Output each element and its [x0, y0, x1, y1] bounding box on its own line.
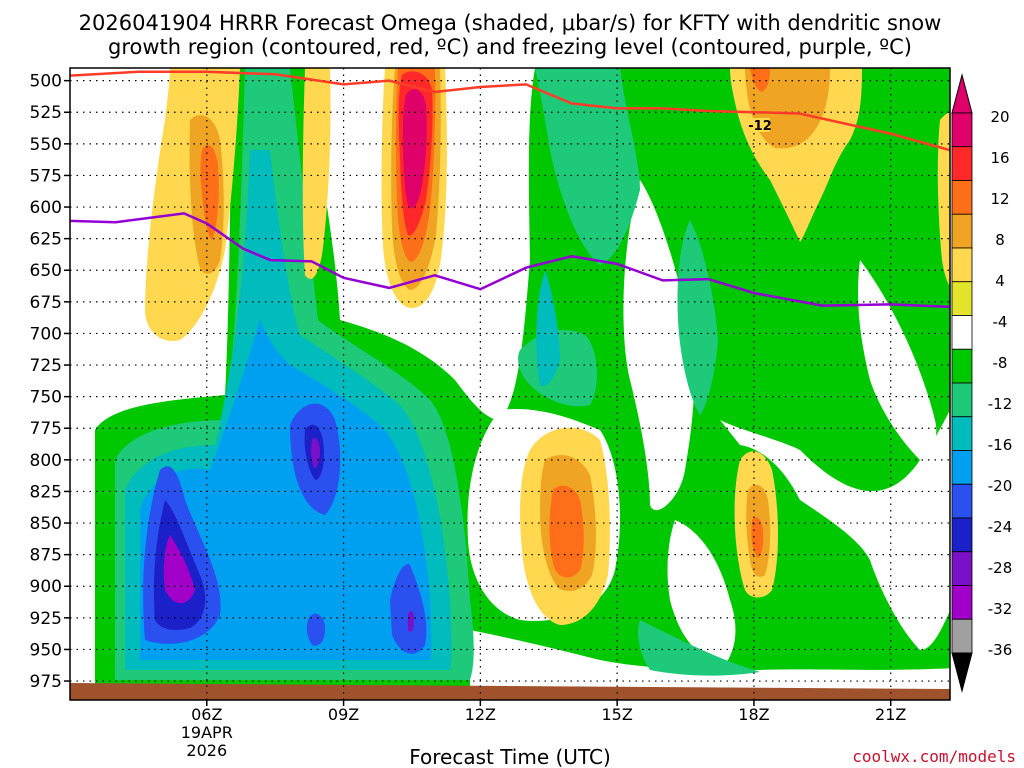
- white-hole-far-right: [858, 260, 937, 460]
- teal-region-lower-right: [638, 620, 760, 676]
- plot-area: -12 500 525 550 575 600 625 650 675 700 725 750 775…: [30, 67, 951, 760]
- colorbar-label: 16: [990, 149, 1009, 167]
- colorbar-bottom-arrow: [951, 652, 973, 693]
- colorbar-label: 4: [995, 272, 1005, 290]
- colorbar-label: 8: [995, 231, 1005, 249]
- y-tick-label: 675: [30, 293, 62, 313]
- y-tick-label: 975: [30, 672, 62, 692]
- colorbar-label: -20: [988, 477, 1013, 495]
- plot-frame: [69, 67, 951, 701]
- x-tick-label: 15Z: [601, 705, 632, 724]
- med-blue-region-lower: [390, 564, 427, 654]
- y-tick-label: 875: [30, 546, 62, 566]
- dgz-line: [70, 70, 950, 152]
- orange-region-lower-right: [751, 517, 764, 558]
- x-tick-label: 12Z: [465, 705, 496, 724]
- white-hole-right-lower: [667, 520, 736, 665]
- colorbar: 20 16 12 8 4 -4 -8 -12 -16 -20 -24 -28 -32 -36: [951, 73, 1013, 693]
- colorbar-band: [951, 517, 973, 553]
- magenta-region-center: [403, 89, 427, 209]
- colorbar-label: -24: [988, 518, 1013, 536]
- y-tick-label: 700: [30, 324, 62, 344]
- orange-region-lower-center: [549, 485, 584, 578]
- colorbar-label: -36: [988, 641, 1013, 659]
- colorbar-band: [951, 618, 973, 654]
- colorbar-band: [951, 585, 973, 620]
- y-tick-label: 725: [30, 356, 62, 376]
- chart-title-line1: 2026041904 HRRR Forecast Omega (shaded, …: [79, 11, 942, 35]
- dgz-label-bg: [748, 118, 770, 132]
- colorbar-label: -4: [993, 313, 1008, 331]
- white-hole-bottom-strip: [470, 630, 950, 690]
- colorbar-band: [951, 180, 973, 215]
- colorbar-band: [951, 247, 973, 283]
- white-hole-right-upper: [623, 180, 695, 511]
- y-tick-label: 900: [30, 577, 62, 597]
- x-year-label: 2026: [186, 741, 227, 760]
- y-tick-label: 825: [30, 482, 62, 502]
- teal-region-upper-right: [535, 68, 640, 265]
- x-axis-label: Forecast Time (UTC): [409, 745, 611, 768]
- y-tick-label: 775: [30, 419, 62, 439]
- y-tick-label: 600: [30, 198, 62, 218]
- colorbar-band: [951, 450, 973, 485]
- colorbar-band: [951, 112, 973, 148]
- yellow-region-center-left: [302, 68, 331, 279]
- colorbar-band: [951, 213, 973, 249]
- colorbar-band: [951, 382, 973, 418]
- colorbar-label: -32: [988, 600, 1013, 618]
- x-date-label: 19APR: [181, 723, 233, 742]
- colorbar-label: -8: [993, 354, 1008, 372]
- y-tick-label: 525: [30, 103, 62, 123]
- x-tick-label: 09Z: [328, 705, 359, 724]
- yellow-region-far-right: [937, 112, 950, 287]
- ground-terrain: [70, 683, 950, 700]
- y-tick-label: 850: [30, 514, 62, 534]
- y-tick-label: 500: [30, 72, 62, 92]
- colorbar-label: -16: [988, 436, 1013, 454]
- colorbar-band: [951, 348, 973, 384]
- colorbar-band: [951, 315, 973, 350]
- y-tick-label: 650: [30, 261, 62, 281]
- omega-shading: [70, 68, 950, 700]
- x-tick-label: 21Z: [875, 705, 906, 724]
- y-tick-label: 750: [30, 388, 62, 408]
- gridlines: [70, 68, 950, 700]
- teal-region-right: [677, 220, 718, 415]
- y-tick-label: 575: [30, 166, 62, 186]
- colorbar-band: [951, 416, 973, 451]
- y-tick-label: 950: [30, 640, 62, 660]
- orange-region-left: [200, 145, 219, 240]
- chart-title-line2: growth region (contoured, red, ºC) and f…: [108, 35, 912, 59]
- colorbar-band: [951, 281, 973, 316]
- purple-region-small: [408, 610, 414, 632]
- orange-region-upper-right: [750, 68, 770, 92]
- colorbar-label: -12: [988, 395, 1013, 413]
- x-tick-label: 06Z: [191, 705, 222, 724]
- colorbar-label: 20: [990, 108, 1009, 126]
- y-axis: 500 525 550 575 600 625 650 675 700 725 750 775 800 8…: [30, 72, 70, 692]
- colorbar-band: [951, 483, 973, 519]
- colorbar-top-arrow: [951, 73, 973, 114]
- med-blue-region-small: [306, 613, 326, 646]
- y-tick-label: 550: [30, 135, 62, 155]
- y-tick-label: 625: [30, 230, 62, 250]
- x-tick-label: 18Z: [738, 705, 769, 724]
- colorbar-label: -28: [988, 559, 1013, 577]
- cyan-region-right: [536, 270, 560, 387]
- colorbar-band: [951, 146, 973, 181]
- colorbar-label: 12: [990, 190, 1009, 208]
- purple-region-center: [310, 438, 320, 469]
- dgz-contour-label: -12: [748, 119, 772, 134]
- y-tick-label: 800: [30, 451, 62, 471]
- freezing-level-line: [70, 212, 950, 309]
- colorbar-band: [951, 551, 973, 586]
- white-hole-right-band: [720, 409, 950, 650]
- y-tick-label: 925: [30, 609, 62, 629]
- credit-text: coolwx.com/models: [852, 747, 1016, 766]
